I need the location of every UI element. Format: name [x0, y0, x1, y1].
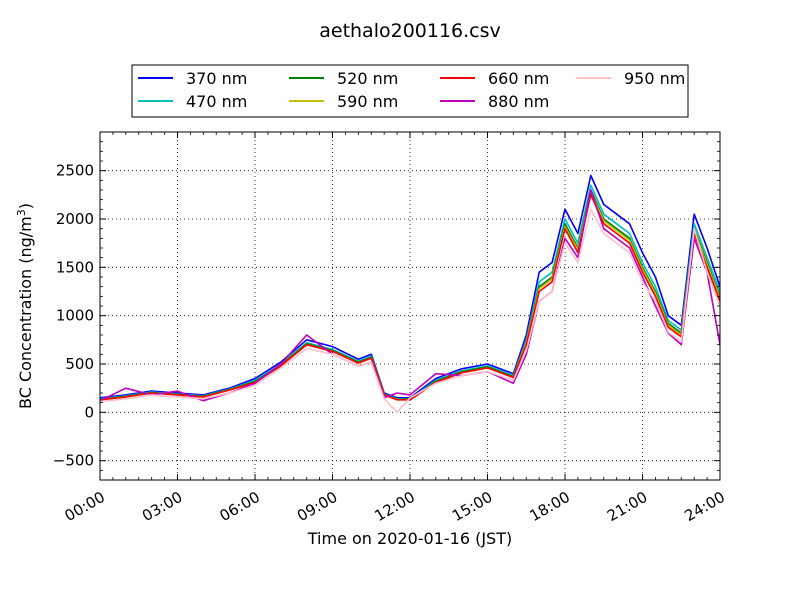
series-line-950-nm [99, 208, 721, 414]
x-tick-label: 24:00 [682, 488, 728, 525]
legend-label: 660 nm [488, 69, 549, 88]
x-tick-label: 15:00 [449, 488, 495, 525]
series-group [99, 174, 721, 414]
y-tick-label: −500 [53, 452, 94, 470]
chart-title: aethalo200116.csv [319, 20, 501, 42]
y-tick-label: 1500 [56, 258, 94, 276]
x-tick-label: 12:00 [372, 488, 418, 525]
y-tick-label: 500 [65, 355, 94, 373]
y-axis-label: BC Concentration (ng/m3) [15, 203, 35, 409]
legend-label: 370 nm [186, 69, 247, 88]
legend-label: 520 nm [337, 69, 398, 88]
x-axis-label: Time on 2020-01-16 (JST) [307, 529, 512, 548]
series-line-660-nm [99, 194, 721, 401]
series-line-370-nm [99, 174, 721, 399]
y-axis-label-sup: 3 [15, 209, 28, 216]
y-tick-label: 2000 [56, 210, 94, 228]
x-tick-label: 21:00 [604, 488, 650, 525]
x-tick-label: 06:00 [217, 488, 263, 525]
legend-label: 590 nm [337, 92, 398, 111]
ticks [99, 132, 721, 480]
y-tick-label: 0 [84, 403, 94, 421]
x-tick-label: 03:00 [139, 488, 185, 525]
legend-frame [131, 64, 689, 118]
x-tick-label: 09:00 [294, 488, 340, 525]
y-axis-label-main: BC Concentration (ng/m [16, 216, 35, 409]
y-tick-label: 1000 [56, 307, 94, 325]
y-tick-label: 2500 [56, 162, 94, 180]
y-tick-labels: −500 0 500 1000 1500 2000 2500 [53, 162, 94, 470]
x-tick-label: 18:00 [527, 488, 573, 525]
legend-label: 950 nm [624, 69, 685, 88]
legend: 370 nm 470 nm 520 nm 590 nm 660 nm 880 nm 950 … [131, 64, 689, 118]
legend-label: 470 nm [186, 92, 247, 111]
x-tick-label: 00:00 [62, 488, 108, 525]
y-axis-label-end: ) [16, 203, 35, 209]
x-tick-labels: 00:00 03:00 06:00 09:00 12:00 15:00 18:00 21:00… [62, 488, 728, 525]
grid [100, 132, 720, 480]
legend-label: 880 nm [488, 92, 549, 111]
